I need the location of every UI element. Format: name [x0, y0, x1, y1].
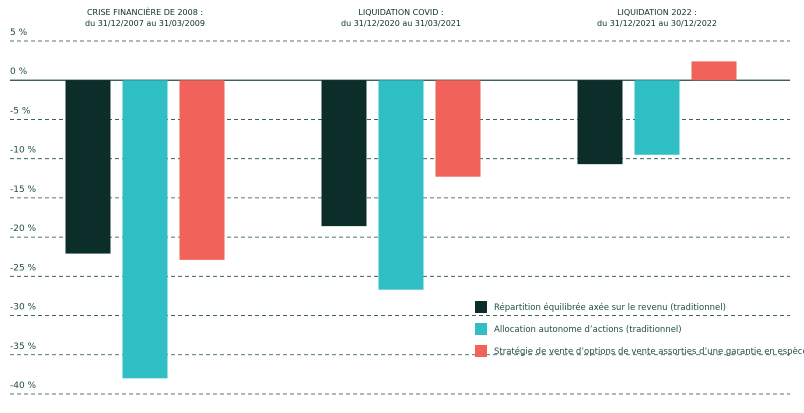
category-subtitle: du 31/12/2021 au 30/12/2022 [597, 19, 717, 28]
category-label: LIQUIDATION 2022 : [617, 8, 697, 17]
y-tick-label: -15 % [10, 185, 37, 195]
y-tick-label: 5 % [10, 28, 28, 38]
y-tick-label: -35 % [10, 342, 37, 352]
y-tick-label: -20 % [10, 224, 37, 234]
y-tick-label: -5 % [10, 106, 31, 116]
category-label: LIQUIDATION COVID : [358, 8, 443, 17]
legend-swatch [475, 301, 487, 313]
y-tick-label: -10 % [10, 146, 37, 156]
legend-label: Allocation autonome d’actions (tradition… [494, 325, 682, 335]
legend-swatch [475, 345, 487, 357]
y-tick-label: -40 % [10, 381, 37, 391]
bar [691, 61, 737, 81]
bar [179, 80, 225, 260]
bar [65, 80, 111, 254]
legend-label: Stratégie de vente d’options de vente as… [494, 346, 804, 357]
legend-label: Répartition équilibrée axée sur le reven… [494, 302, 726, 313]
category-subtitle: du 31/12/2020 au 31/03/2021 [341, 19, 461, 28]
category-label: CRISE FINANCIÈRE DE 2008 : [87, 6, 203, 17]
bar [634, 80, 680, 155]
y-tick-label: -30 % [10, 303, 37, 313]
y-tick-label: 0 % [10, 67, 28, 77]
bar [435, 80, 481, 177]
legend-swatch [475, 323, 487, 335]
bar [321, 80, 367, 227]
bar [378, 80, 424, 290]
category-subtitle: du 31/12/2007 au 31/03/2009 [85, 19, 205, 28]
y-tick-label: -25 % [10, 263, 37, 273]
bar [122, 80, 168, 379]
bar [577, 80, 623, 165]
